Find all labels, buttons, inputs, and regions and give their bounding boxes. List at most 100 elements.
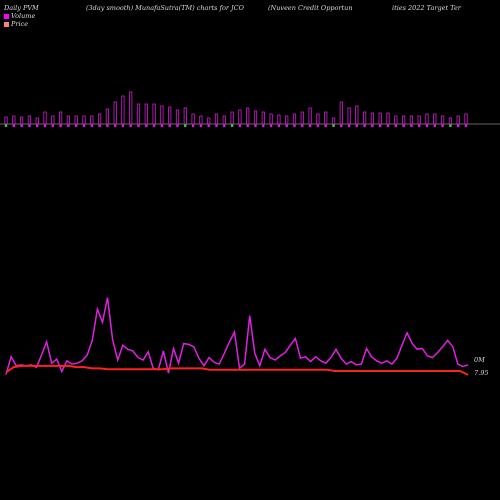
pvm-bar [74,115,78,125]
pvm-bar-base [379,124,382,127]
pvm-bar [12,115,16,125]
pvm-bar-base [43,124,47,127]
pvm-bar-base [301,124,304,127]
pvm-bar-base [98,124,101,127]
pvm-bar [35,117,39,125]
pvm-bar [129,91,133,125]
pvm-bar-base [441,124,444,127]
pvm-bars [4,91,468,127]
pvm-bar-base [121,124,125,127]
pvm-bar [433,113,437,125]
pvm-bar-base [246,124,249,127]
pvm-bar-base [152,124,156,127]
pvm-bar [417,115,421,125]
pvm-bar [136,103,141,125]
pvm-bar-base [347,124,351,127]
pvm-bar [378,112,382,125]
pvm-bar-base [199,124,203,127]
pvm-bar [401,115,406,125]
pvm-bar-base [464,124,468,127]
pvm-bar [238,109,242,125]
pvm-bar-base [67,124,70,127]
pvm-bar-base [371,124,374,127]
pvm-bar [269,113,273,125]
pvm-bar-base [285,124,288,127]
pvm-bar-base [36,124,39,127]
pvm-bar-base [449,124,452,127]
pvm-bar [160,105,164,125]
pvm-bar [175,109,180,125]
pvm-bar [51,115,55,125]
pvm-bar [105,108,109,125]
pvm-bar [19,116,24,125]
pvm-bar [440,115,445,125]
pvm-bar-base [137,124,140,127]
pvm-bar-base [418,124,421,127]
pvm-bar [316,113,320,125]
pvm-bar [82,115,86,125]
legend-volume-swatch [4,14,9,19]
pvm-bar-base [402,124,405,127]
pvm-bar-base [340,124,343,127]
pvm-bar-base [215,124,218,127]
pvm-bar [113,101,117,125]
pvm-bar-base [12,124,15,127]
pvm-bar-base [262,124,265,127]
pvm-bar [261,111,265,125]
pvm-bar [4,116,8,125]
pvm-bar [152,103,156,125]
pvm-bar [425,113,429,125]
pvm-bar-base [129,124,132,127]
pvm-bar [27,115,32,125]
pvm-bar [464,113,468,125]
pvm-bar [285,115,289,125]
pvm-bar [98,113,102,125]
pvm-bar-base [308,124,312,127]
pvm-bar [277,114,281,125]
pvm-bar-base [269,124,273,127]
chart-type-label: Daily PVM [4,4,39,12]
pvm-bar-base [457,124,460,127]
pvm-bar-base [386,124,390,127]
price-line [5,364,469,376]
pvm-bar [199,115,203,125]
pvm-bar-base [168,124,171,127]
pvm-bar [409,115,414,125]
pvm-bar-base [114,124,117,127]
pvm-bar-base [363,124,366,127]
instrument-name-part2: ities 2022 Target Ter [392,4,461,12]
pvm-bar-base [425,124,429,127]
pvm-bar [168,106,172,125]
pvm-bar-base [410,124,413,127]
pvm-bar-base [106,124,109,127]
legend-volume-label: Volume [11,12,36,20]
pvm-bar-base [324,124,327,127]
price-last-label: 7.95 [474,369,488,377]
pvm-bar [355,105,359,125]
pvm-bar [66,115,70,125]
pvm-bar-base [90,124,93,127]
pvm-bar [214,113,219,125]
pvm-bar [448,117,453,125]
pvm-bar-base [332,124,335,127]
pvm-bar [386,112,390,125]
pvm-bar-base [191,124,195,127]
pvm-bar [292,113,297,125]
pvm-bar-base [433,124,436,127]
legend-price-swatch [4,22,9,27]
pvm-bar-base [254,124,257,127]
pvm-bar-base [184,124,187,127]
pvm-bar [370,112,375,125]
pvm-bar-base [160,124,164,127]
pvm-bar-base [51,124,54,127]
pvm-bar [331,117,336,125]
chart-title: (3day smooth) MunafaSutra(TM) charts for… [86,4,244,12]
volume-line [5,297,469,375]
pvm-bar [308,107,312,125]
pvm-bar [59,111,63,125]
pvm-bar-base [176,124,179,127]
pvm-bar-base [223,124,226,127]
legend-volume: Volume [4,12,35,20]
pvm-bar [300,111,304,125]
